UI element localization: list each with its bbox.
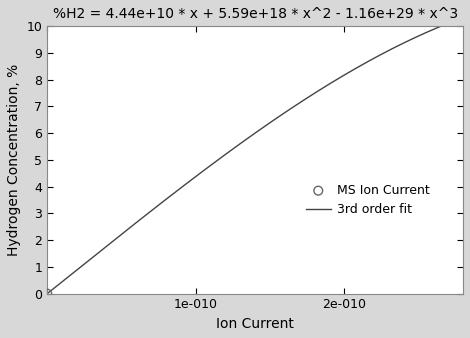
3rd order fit bbox=[460, 16, 466, 20]
3rd order fit bbox=[292, 104, 298, 108]
3rd order fit bbox=[385, 49, 391, 53]
Y-axis label: Hydrogen Concentration, %: Hydrogen Concentration, % bbox=[7, 64, 21, 256]
3rd order fit bbox=[242, 138, 248, 142]
Legend: MS Ion Current, 3rd order fit: MS Ion Current, 3rd order fit bbox=[299, 178, 436, 222]
MS Ion Current bbox=[44, 291, 51, 296]
3rd order fit bbox=[244, 137, 250, 141]
3rd order fit bbox=[450, 19, 456, 23]
Line: 3rd order fit: 3rd order fit bbox=[47, 18, 463, 294]
Title: %H2 = 4.44e+10 * x + 5.59e+18 * x^2 - 1.16e+29 * x^3: %H2 = 4.44e+10 * x + 5.59e+18 * x^2 - 1.… bbox=[53, 7, 458, 21]
X-axis label: Ion Current: Ion Current bbox=[216, 317, 294, 331]
3rd order fit bbox=[45, 292, 50, 296]
3rd order fit bbox=[269, 119, 275, 123]
